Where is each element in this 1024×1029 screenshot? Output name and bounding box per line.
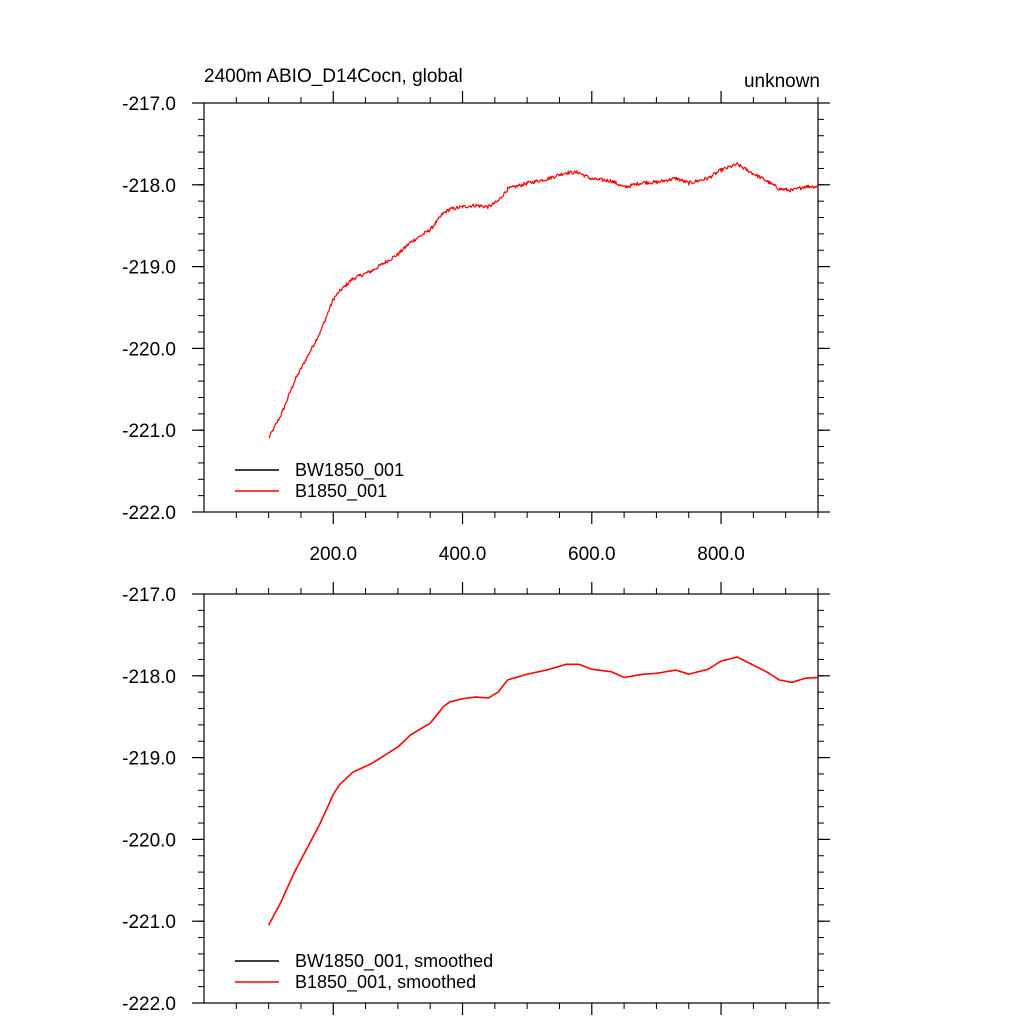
y-tick-label: -222.0 <box>122 503 176 524</box>
y-tick-label: -222.0 <box>122 994 176 1015</box>
y-tick-label: -220.0 <box>122 339 176 360</box>
series-line-2 <box>267 656 819 926</box>
plot-frame <box>203 102 819 513</box>
legend-label: BW1850_001, smoothed <box>295 951 493 972</box>
y-tick-label: -221.0 <box>122 912 176 933</box>
chart-title-left: 2400m ABIO_D14Cocn, global <box>204 66 463 87</box>
legend-label: B1850_001 <box>295 481 387 502</box>
legend-label: BW1850_001 <box>295 460 404 481</box>
y-tick-label: -219.0 <box>122 749 176 770</box>
chart-title-right: unknown <box>744 71 820 92</box>
y-tick-label: -221.0 <box>122 421 176 442</box>
x-tick-label: 600.0 <box>568 544 616 565</box>
x-tick-label: 800.0 <box>697 544 745 565</box>
y-tick-label: -218.0 <box>122 176 176 197</box>
y-tick-label: -218.0 <box>122 667 176 688</box>
chart-panel-1: -222.0 -221.0 -220.0 -219.0 -218.0 -217.0 200.… <box>122 66 830 565</box>
chart-panel-2: -222.0 -221.0 -220.0 -219.0 -218.0 -217.0 BW18… <box>122 582 830 1015</box>
y-tick-label: -217.0 <box>122 94 176 115</box>
y-tick-label: -219.0 <box>122 258 176 279</box>
x-tick-label: 200.0 <box>309 544 357 565</box>
x-tick-label: 400.0 <box>439 544 487 565</box>
legend-label: B1850_001, smoothed <box>295 972 476 993</box>
y-tick-label: -217.0 <box>122 585 176 606</box>
plot-frame <box>203 593 819 1004</box>
y-tick-label: -220.0 <box>122 830 176 851</box>
series-line-2 <box>268 162 819 439</box>
